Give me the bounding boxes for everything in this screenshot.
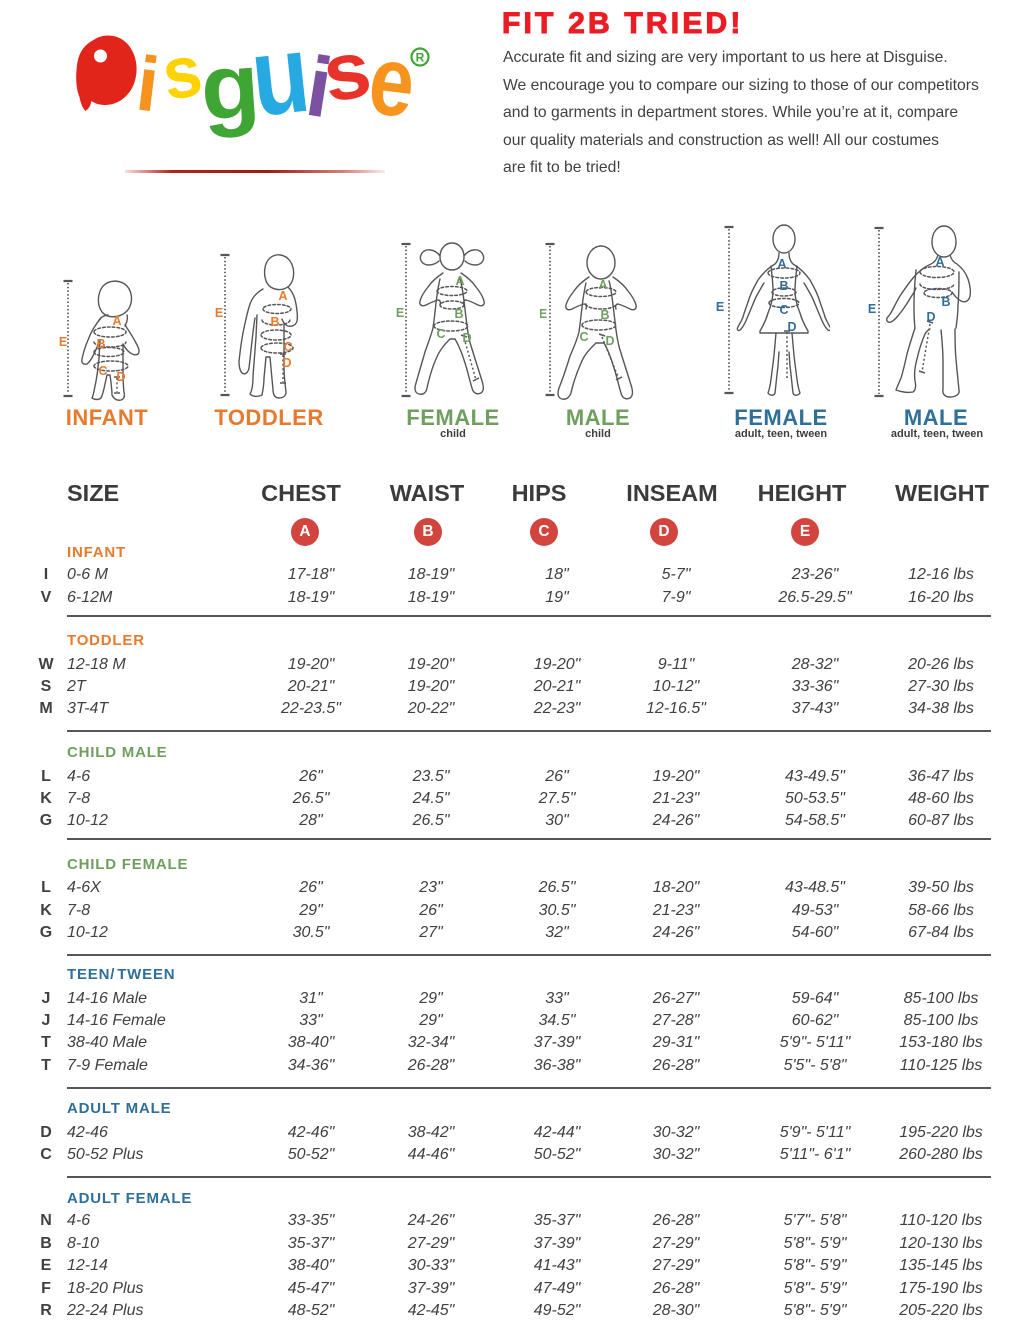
svg-text:D: D bbox=[116, 370, 125, 384]
svg-text:u: u bbox=[245, 20, 315, 140]
svg-text:C: C bbox=[98, 364, 107, 378]
svg-text:C: C bbox=[579, 330, 588, 344]
svg-text:E: E bbox=[540, 307, 547, 321]
svg-text:A: A bbox=[777, 257, 786, 271]
svg-text:g: g bbox=[197, 33, 263, 140]
svg-text:A: A bbox=[598, 278, 607, 292]
svg-text:A: A bbox=[455, 274, 464, 288]
svg-text:E: E bbox=[868, 302, 876, 316]
svg-text:E: E bbox=[215, 306, 223, 320]
svg-text:C: C bbox=[283, 340, 292, 354]
svg-text:B: B bbox=[96, 337, 105, 351]
svg-text:B: B bbox=[779, 279, 788, 293]
svg-text:D: D bbox=[926, 310, 935, 324]
svg-text:E: E bbox=[396, 306, 404, 320]
svg-text:A: A bbox=[278, 289, 287, 303]
svg-text:D: D bbox=[282, 356, 291, 370]
svg-text:R: R bbox=[416, 51, 425, 65]
svg-text:B: B bbox=[454, 307, 463, 321]
svg-text:C: C bbox=[779, 303, 788, 317]
svg-text:E: E bbox=[59, 335, 67, 349]
svg-text:E: E bbox=[716, 300, 724, 314]
svg-text:A: A bbox=[935, 255, 944, 269]
svg-text:D: D bbox=[787, 320, 796, 334]
svg-text:A: A bbox=[112, 314, 121, 328]
svg-text:D: D bbox=[462, 331, 471, 345]
svg-text:D: D bbox=[605, 334, 614, 348]
svg-text:B: B bbox=[270, 315, 279, 329]
svg-text:C: C bbox=[436, 327, 445, 341]
svg-text:B: B bbox=[600, 308, 609, 322]
svg-text:B: B bbox=[941, 295, 950, 309]
svg-text:e: e bbox=[363, 25, 421, 139]
